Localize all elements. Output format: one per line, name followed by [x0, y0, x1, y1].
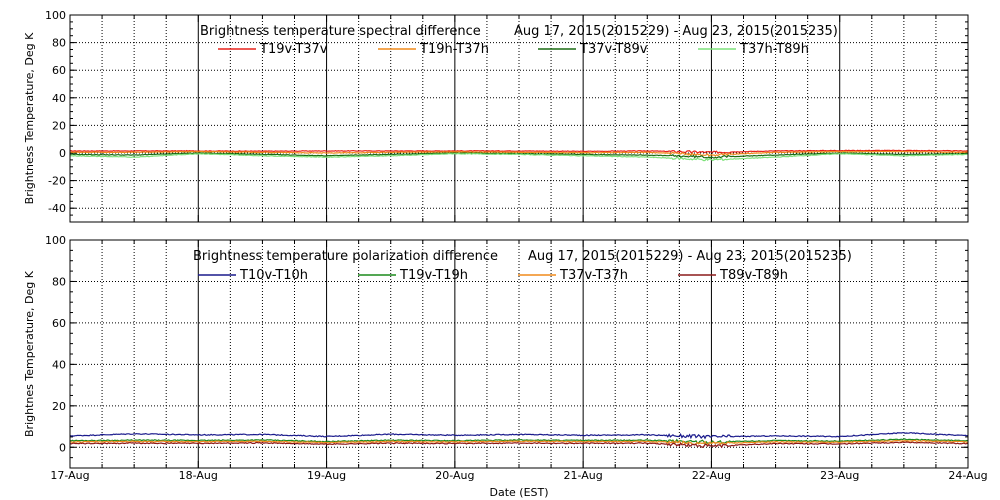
x-tick-label: 23-Aug	[820, 469, 859, 482]
y-tick-label: 20	[52, 400, 66, 413]
y-axis-title: Brightnes Temperature, Deg K	[23, 270, 36, 437]
legend-label: T19h-T37h	[419, 42, 489, 57]
date-range: Aug 17, 2015(2015229) - Aug 23, 2015(201…	[514, 24, 838, 39]
x-tick-label: 17-Aug	[50, 469, 89, 482]
series-line-t19v-t37v	[70, 149, 968, 154]
series-line-t19h-t37h	[69, 150, 969, 157]
legend-label: T37v-T89v	[579, 42, 648, 57]
legend-label: T37v-T37h	[559, 268, 628, 283]
y-tick-label: 100	[45, 234, 66, 247]
x-tick-label: 24-Aug	[948, 469, 987, 482]
y-tick-label: 80	[52, 275, 66, 288]
y-tick-label: 0	[59, 441, 66, 454]
spectral-difference-panel: -40 -20 0 20 40 60 80 100 T19v-T37v T19h-T37h T37v…	[23, 9, 969, 223]
y-tick-label: 80	[52, 37, 66, 50]
series-line-t89v-t89h	[69, 441, 969, 449]
y-tick-label: 20	[52, 119, 66, 132]
x-tick-label: 22-Aug	[692, 469, 731, 482]
plot-frame	[69, 239, 969, 469]
y-tick-label: -40	[48, 202, 66, 215]
x-tick-label: 21-Aug	[564, 469, 603, 482]
legend-label: T10v-T10h	[239, 268, 308, 283]
legend-label: T19v-T37v	[259, 42, 328, 57]
series-line-t37v-t37h	[69, 439, 968, 446]
legend-label: T19v-T19h	[399, 268, 468, 283]
series-line-t37h-t89h	[69, 152, 968, 162]
x-tick-label: 19-Aug	[307, 469, 346, 482]
legend-label: T37h-T89h	[739, 42, 809, 57]
date-range: Aug 17, 2015(2015229) - Aug 23, 2015(201…	[528, 249, 852, 264]
plot-frame	[69, 14, 969, 223]
series-line-t19v-t19h	[69, 438, 969, 445]
series-line-t37v-t89v	[70, 152, 969, 159]
series-line-t10v-t10h	[69, 432, 969, 440]
panel-title: Brightness temperature polarization diff…	[193, 249, 498, 264]
y-tick-label: 40	[52, 358, 66, 371]
polarization-difference-panel: 0 20 40 60 80 100 17-Aug 18-Aug 19-Aug 20-Aug 21-A…	[23, 234, 988, 482]
y-axis-title: Brightness Temperature, Deg K	[23, 32, 36, 204]
y-tick-label: 60	[52, 64, 66, 77]
legend-label: T89v-T89h	[719, 268, 788, 283]
y-tick-label: 40	[52, 92, 66, 105]
y-tick-label: 60	[52, 317, 66, 330]
y-tick-label: 100	[45, 9, 66, 22]
y-tick-label: -20	[48, 175, 66, 188]
x-tick-label: 20-Aug	[435, 469, 474, 482]
x-tick-label: 18-Aug	[179, 469, 218, 482]
panel-title: Brightness temperature spectral differen…	[200, 24, 481, 39]
x-axis-title: Date (EST)	[489, 486, 548, 499]
y-tick-label: 0	[59, 147, 66, 160]
